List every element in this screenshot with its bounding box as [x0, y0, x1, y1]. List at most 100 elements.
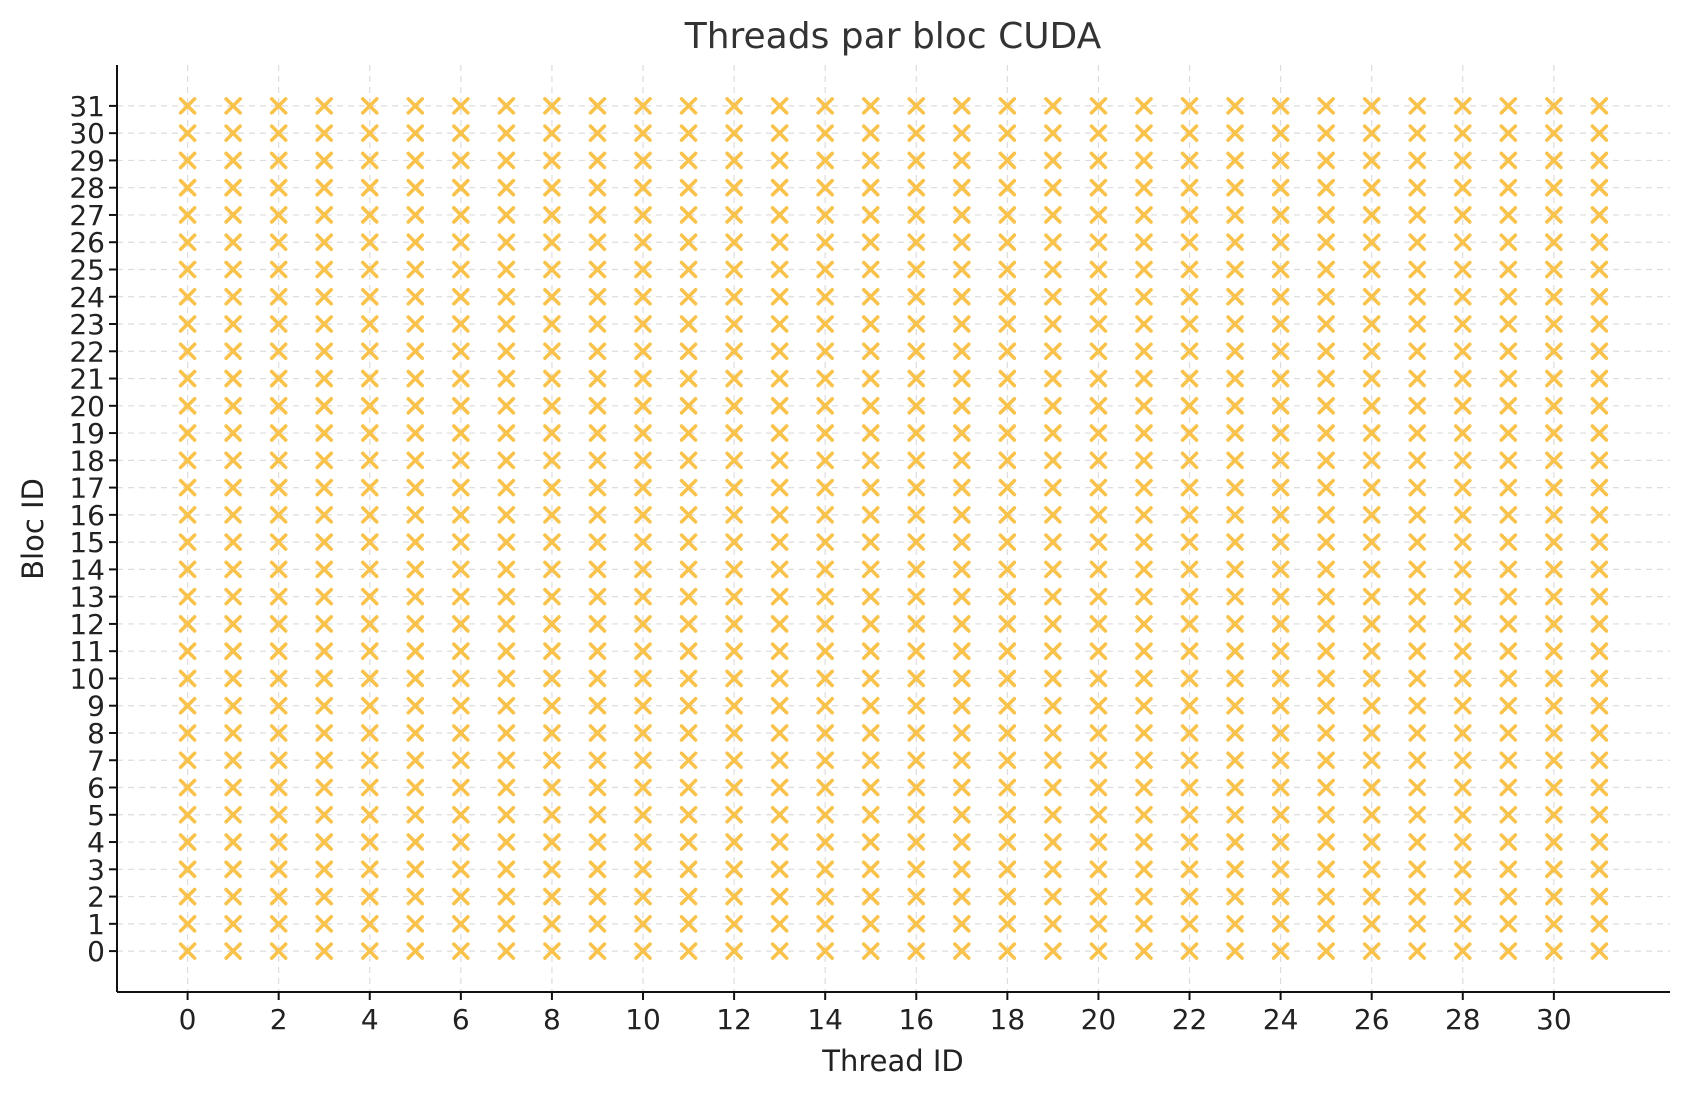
scatter-point — [1590, 124, 1609, 142]
scatter-point — [1453, 451, 1472, 470]
scatter-point — [588, 805, 607, 824]
scatter-point — [1135, 178, 1153, 197]
scatter-point — [543, 833, 561, 851]
scatter-point — [953, 206, 971, 224]
scatter-point — [907, 615, 926, 633]
scatter-point — [679, 642, 698, 660]
scatter-point — [953, 97, 971, 115]
scatter-point — [861, 397, 880, 415]
scatter-point — [452, 206, 470, 224]
scatter-point — [269, 206, 288, 224]
scatter-point — [269, 642, 288, 660]
y-tick-label: 0 — [87, 935, 105, 968]
scatter-point — [1044, 478, 1062, 497]
scatter-point — [178, 724, 197, 742]
scatter-point — [1453, 397, 1472, 415]
scatter-point — [725, 778, 743, 797]
scatter-point — [953, 778, 971, 797]
scatter-point — [770, 833, 789, 851]
scatter-point — [543, 397, 561, 415]
scatter-point — [452, 860, 470, 879]
scatter-point — [1453, 587, 1472, 606]
scatter-point — [953, 397, 971, 415]
scatter-point — [1089, 260, 1108, 279]
scatter-point — [588, 206, 607, 224]
scatter-point — [452, 887, 470, 906]
scatter-point — [1545, 151, 1563, 170]
scatter-point — [907, 260, 926, 279]
scatter-point — [1135, 887, 1153, 906]
scatter-point — [1590, 506, 1609, 524]
scatter-point — [1317, 560, 1335, 579]
scatter-point — [1089, 696, 1108, 715]
scatter-point — [1180, 696, 1199, 715]
scatter-point — [1089, 942, 1108, 960]
scatter-point — [725, 833, 743, 851]
scatter-point — [588, 642, 607, 660]
scatter-point — [998, 805, 1017, 824]
scatter-point — [770, 751, 789, 770]
scatter-point — [1317, 397, 1335, 415]
scatter-point — [1499, 778, 1518, 797]
scatter-point — [1271, 942, 1290, 960]
scatter-point — [1408, 315, 1427, 333]
scatter-point — [907, 587, 926, 606]
scatter-point — [770, 560, 789, 579]
scatter-point — [1545, 696, 1563, 715]
scatter-point — [816, 833, 834, 851]
x-tick-label: 28 — [1445, 1003, 1481, 1036]
scatter-point — [1317, 942, 1335, 960]
scatter-point — [861, 587, 880, 606]
x-tick-label: 18 — [990, 1003, 1026, 1036]
scatter-point — [861, 260, 880, 279]
scatter-point — [1180, 315, 1199, 333]
scatter-point — [1226, 178, 1244, 197]
scatter-point — [907, 887, 926, 906]
scatter-point — [1271, 778, 1290, 797]
scatter-point — [634, 97, 652, 115]
scatter-point — [543, 696, 561, 715]
scatter-point — [907, 506, 926, 524]
scatter-point — [224, 315, 242, 333]
scatter-point — [634, 124, 652, 142]
scatter-point — [360, 287, 379, 306]
scatter-point — [360, 260, 379, 279]
scatter-point — [178, 451, 197, 470]
scatter-point — [1362, 860, 1381, 879]
scatter-point — [360, 805, 379, 824]
scatter-point — [634, 369, 652, 388]
scatter-point — [178, 560, 197, 579]
scatter-point — [725, 915, 743, 933]
scatter-point — [497, 533, 516, 551]
scatter-point — [1499, 233, 1518, 252]
scatter-point — [360, 778, 379, 797]
scatter-point — [224, 178, 242, 197]
scatter-point — [224, 97, 242, 115]
scatter-point — [497, 206, 516, 224]
scatter-point — [634, 805, 652, 824]
scatter-point — [1226, 915, 1244, 933]
scatter-point — [1362, 587, 1381, 606]
scatter-point — [679, 915, 698, 933]
scatter-point — [224, 887, 242, 906]
scatter-point — [269, 451, 288, 470]
scatter-point — [1317, 315, 1335, 333]
scatter-point — [360, 342, 379, 361]
scatter-point — [1362, 260, 1381, 279]
scatter-point — [406, 915, 425, 933]
x-ticks: 0 2 4 6 8 10 12 14 16 18 20 22 24 26 28 30 — [179, 992, 1572, 1036]
scatter-point — [816, 860, 834, 879]
scatter-point — [907, 206, 926, 224]
scatter-point — [1044, 778, 1062, 797]
scatter-point — [998, 833, 1017, 851]
scatter-point — [953, 342, 971, 361]
scatter-point — [907, 97, 926, 115]
scatter-point — [497, 260, 516, 279]
scatter-point — [406, 97, 425, 115]
scatter-point — [1362, 560, 1381, 579]
scatter-point — [1135, 587, 1153, 606]
scatter-point — [770, 915, 789, 933]
scatter-point — [1135, 397, 1153, 415]
scatter-point — [452, 342, 470, 361]
scatter-point — [588, 97, 607, 115]
